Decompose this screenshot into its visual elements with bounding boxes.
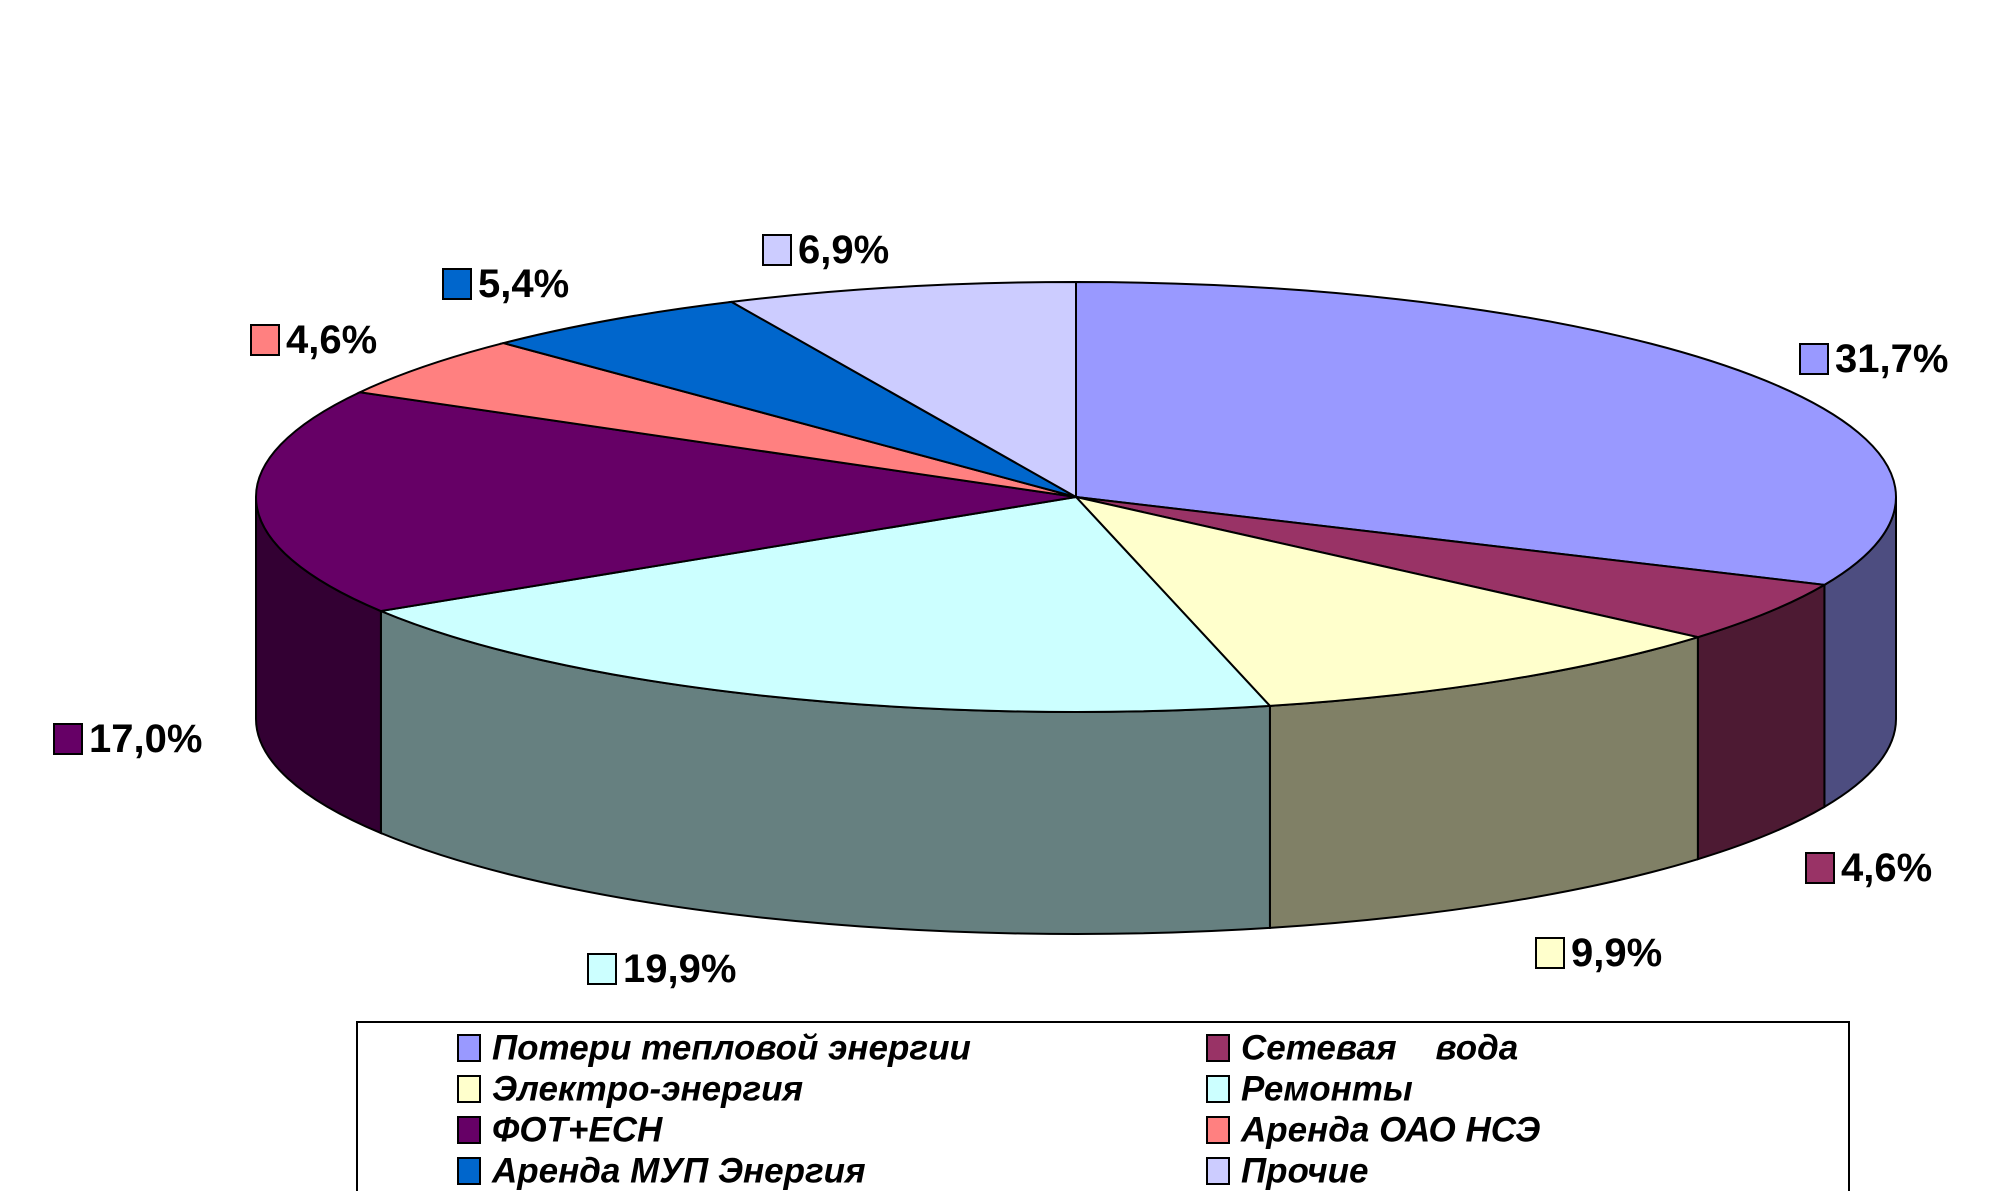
data-label-7: 5,4% (478, 262, 569, 306)
pie-slice-6 (356, 342, 1077, 498)
pie-slice-1 (1075, 280, 1897, 586)
data-label-1: 31,7% (1835, 337, 1948, 381)
legend-swatch-3 (457, 1075, 481, 1103)
legend: Потери тепловой энергии Сетевая вода Элект… (356, 1021, 1850, 1191)
data-label-marker-8 (762, 234, 792, 266)
data-label-marker-5 (53, 723, 83, 755)
legend-swatch-2 (1206, 1034, 1230, 1062)
data-label-marker-7 (442, 268, 472, 300)
legend-label-8: Прочие (1241, 1152, 1368, 1191)
legend-frame (356, 1021, 1850, 1191)
pie-slice-5 (255, 391, 1077, 613)
pie-slice-8 (728, 280, 1077, 499)
data-label-marker-2 (1805, 852, 1835, 884)
legend-label-6: Аренда ОАО НСЭ (1240, 1111, 1540, 1150)
data-label-8: 6,9% (798, 228, 889, 272)
data-label-marker-1 (1799, 343, 1829, 375)
pie-sides (255, 496, 1897, 935)
data-label-5: 17,0% (89, 717, 202, 761)
legend-swatch-6 (1206, 1116, 1230, 1144)
pie-slice-7 (499, 300, 1077, 498)
legend-label-2: Сетевая вода (1241, 1029, 1518, 1068)
legend-swatch-8 (1206, 1157, 1230, 1185)
data-label-marker-3 (1535, 937, 1565, 969)
legend-label-1: Потери тепловой энергии (492, 1029, 971, 1068)
legend-swatch-5 (457, 1116, 481, 1144)
data-label-4: 19,9% (623, 947, 736, 991)
pie-slice-3 (1073, 495, 1702, 707)
legend-label-5: ФОТ+ЕСН (492, 1111, 663, 1150)
legend-swatch-7 (457, 1157, 481, 1185)
legend-swatch-1 (457, 1034, 481, 1062)
data-label-2: 4,6% (1841, 846, 1932, 890)
legend-label-4: Ремонты (1241, 1070, 1413, 1109)
legend-label-3: Электро-энергия (492, 1070, 803, 1109)
data-label-6: 4,6% (286, 318, 377, 362)
data-labels: 31,7% 4,6% 9,9% 19,9% 17,0% 4,6% 5,4% 6,9% (53, 228, 1948, 991)
pie-slices (255, 280, 1897, 713)
legend-swatch-4 (1206, 1075, 1230, 1103)
data-label-marker-6 (250, 324, 280, 356)
data-label-3: 9,9% (1571, 931, 1662, 975)
data-label-marker-4 (587, 953, 617, 985)
pie-slice-2 (1075, 496, 1828, 639)
legend-label-7: Аренда МУП Энергия (491, 1152, 866, 1191)
pie-slice-4 (377, 495, 1273, 713)
